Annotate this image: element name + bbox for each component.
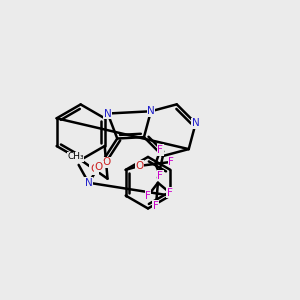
- Text: F: F: [145, 191, 151, 201]
- Text: N: N: [192, 118, 200, 128]
- Text: O: O: [102, 158, 110, 167]
- Text: CH₃: CH₃: [68, 152, 84, 161]
- Text: F: F: [158, 145, 163, 155]
- Text: N: N: [85, 178, 92, 188]
- Text: O: O: [135, 161, 144, 171]
- Text: O: O: [90, 164, 98, 174]
- Text: F: F: [167, 188, 173, 198]
- Text: N: N: [147, 106, 155, 116]
- Text: N: N: [104, 109, 112, 118]
- Text: F: F: [158, 171, 163, 181]
- Text: F: F: [168, 157, 174, 167]
- Text: F: F: [153, 201, 159, 211]
- Text: O: O: [95, 162, 103, 172]
